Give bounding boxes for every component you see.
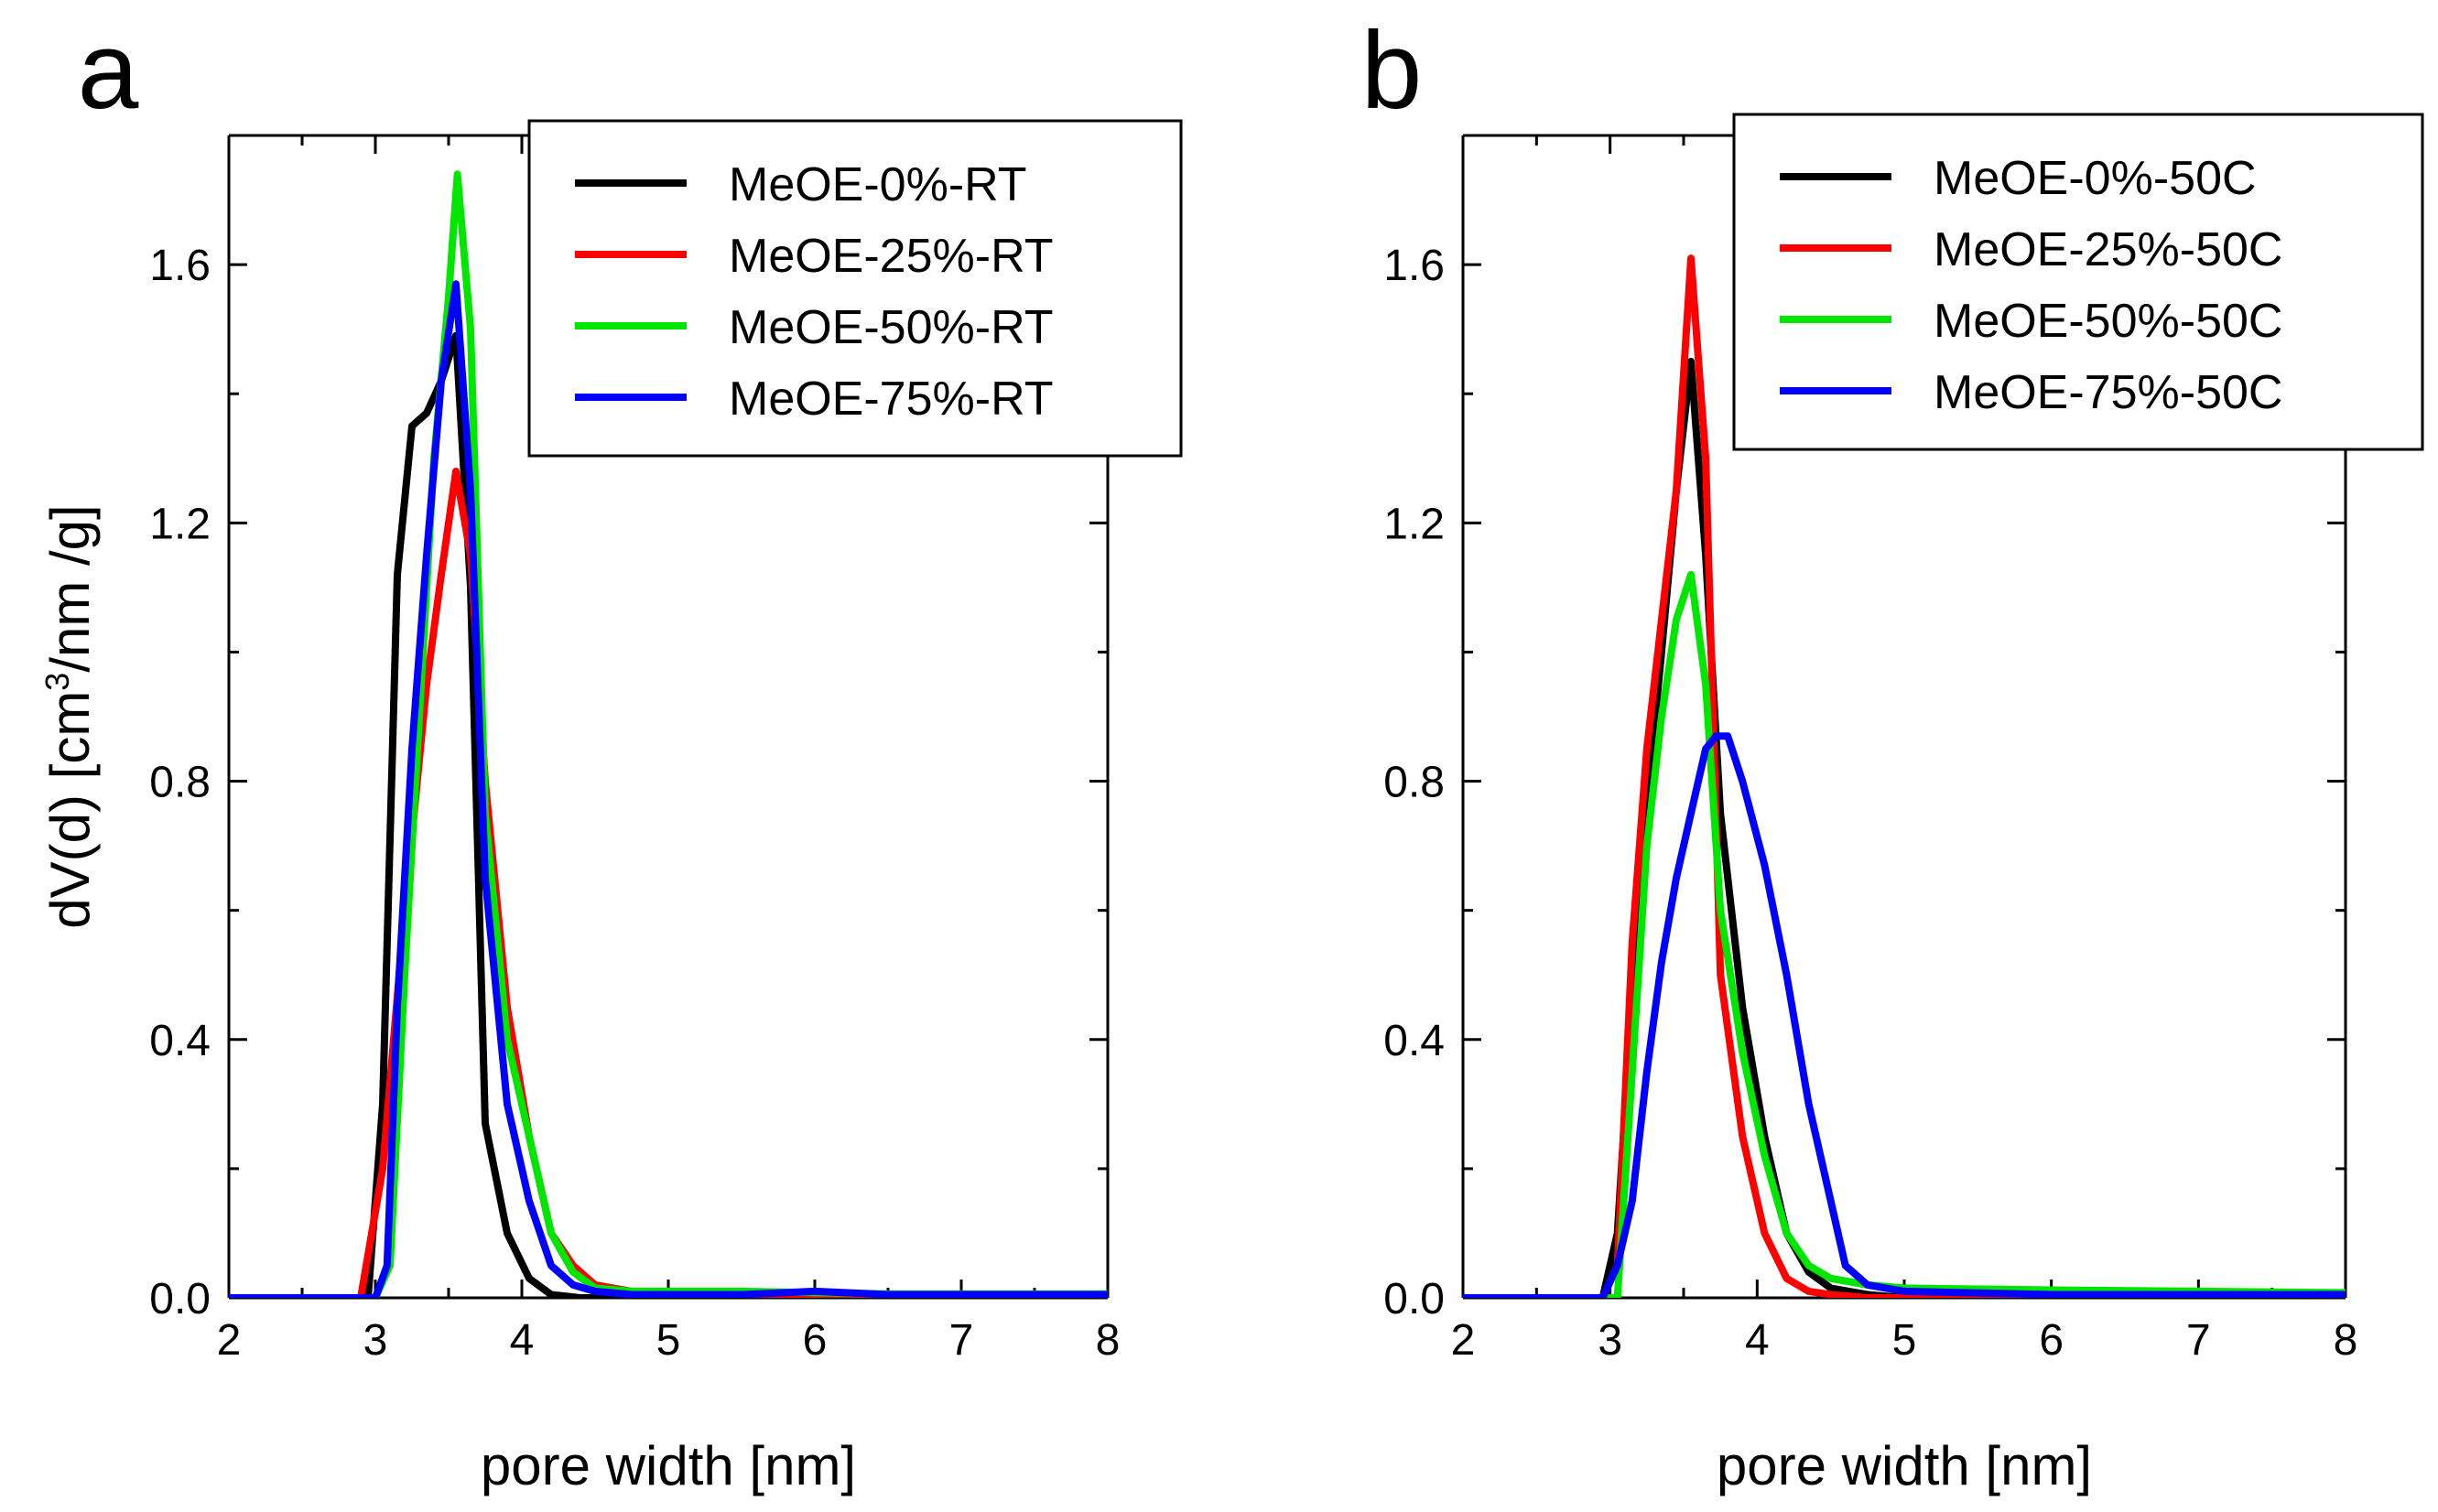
series-line [1463,357,2346,1298]
x-tick-label: 8 [1096,1316,1121,1365]
series-group [1463,254,2346,1298]
y-tick-label: 1.6 [149,242,211,290]
panel-label: a [78,9,139,132]
x-tick-label: 7 [2186,1316,2211,1365]
y-tick-label: 1.2 [149,500,211,548]
x-tick-label: 7 [949,1316,974,1365]
legend-entry: MeOE-25%-50C [1934,223,2282,276]
x-tick-label: 8 [2334,1316,2358,1365]
x-tick-label: 4 [1745,1316,1770,1365]
x-axis-label: pore width [nm] [1717,1435,2092,1496]
x-tick-label: 3 [363,1316,388,1365]
y-axis-label: dV(d) [cm3/nm /g] [38,504,101,928]
y-tick-label: 0.8 [1383,759,1445,807]
x-axis-label: pore width [nm] [481,1435,856,1496]
y-tick-label: 1.6 [1383,242,1445,290]
x-tick-label: 2 [217,1316,242,1365]
legend-entry: MeOE-0%-RT [729,158,1027,211]
y-tick-label: 1.2 [1383,500,1445,548]
x-tick-label: 4 [510,1316,535,1365]
x-tick-label: 6 [803,1316,828,1365]
series-line [229,280,1108,1298]
x-tick-label: 2 [1451,1316,1476,1365]
x-tick-label: 6 [2039,1316,2064,1365]
panel-b: b 2 3 4 5 6 7 8 0.0 0.4 0.8 1.2 1.6 pore width [nm] Me… [1361,9,2424,1496]
series-line [229,331,1108,1298]
legend-entry: MeOE-25%-RT [729,230,1053,283]
panel-label: b [1361,9,1423,132]
legend-box [1732,113,2424,451]
x-tick-label: 3 [1598,1316,1622,1365]
y-tick-label: 0.4 [1383,1017,1445,1065]
x-tick-label: 5 [656,1316,681,1365]
panel-a: a 2 3 4 5 6 7 8 0.0 0.4 0.8 1.2 1.6 pore width [nm] dV… [38,9,1183,1496]
legend-entry: MeOE-50%-50C [1934,295,2282,348]
legend-entry: MeOE-0%-50C [1934,152,2257,205]
legend-entry: MeOE-50%-RT [729,301,1053,354]
y-tick-label: 0.8 [149,759,211,807]
legend-entry: MeOE-75%-RT [729,373,1053,426]
y-tick-label: 0.0 [149,1275,211,1323]
y-tick-label: 0.4 [149,1017,211,1065]
y-tick-label: 0.0 [1383,1275,1445,1323]
x-tick-label: 5 [1892,1316,1917,1365]
series-line [229,467,1108,1298]
series-line [1463,570,2346,1298]
legend-entry: MeOE-75%-50C [1934,366,2282,419]
series-line [1463,732,2346,1298]
series-line [1463,254,2346,1298]
series-group [229,170,1108,1298]
